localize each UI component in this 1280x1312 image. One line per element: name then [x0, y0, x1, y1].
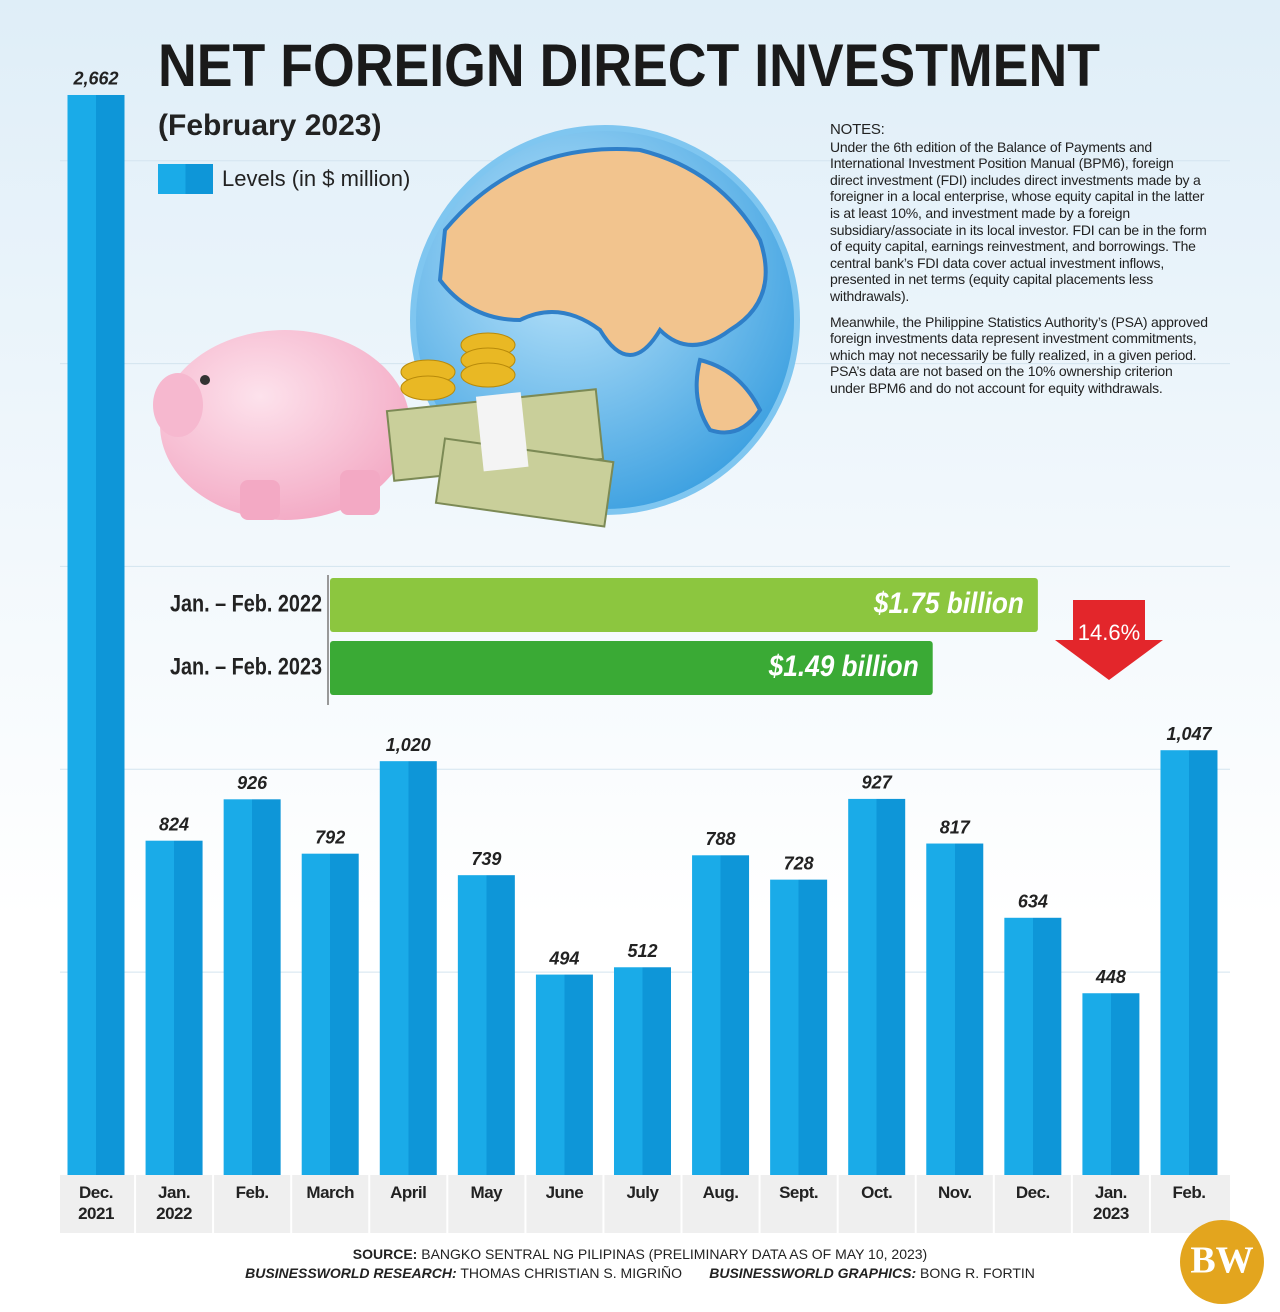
bar: [692, 855, 750, 1175]
bar: [330, 578, 1038, 632]
bar: [1004, 917, 1062, 1175]
bar: [1082, 993, 1140, 1175]
change-arrow: [1055, 600, 1163, 680]
notes-paragraph: Under the 6th edition of the Balance of …: [830, 138, 1207, 304]
value-label: 728: [784, 853, 814, 873]
x-tick-label: July: [626, 1183, 659, 1202]
value-label: 1,047: [1166, 724, 1212, 744]
value-label: 1,020: [386, 735, 431, 755]
bar: [379, 761, 437, 1175]
value-label: 788: [706, 829, 736, 849]
research-label: BUSINESSWORLD RESEARCH:: [245, 1265, 457, 1281]
bar: [848, 798, 906, 1175]
graphics-label: BUSINESSWORLD GRAPHICS:: [709, 1265, 917, 1281]
value-label: 739: [471, 849, 501, 869]
x-tick-label: Feb.: [1172, 1183, 1206, 1202]
value-label: 494: [548, 948, 579, 968]
x-tick-label: Jan. 2022: [156, 1183, 192, 1223]
notes-title: NOTES:: [830, 121, 885, 138]
change-annotation: 14.6%: [1078, 620, 1140, 645]
bar: [301, 853, 359, 1175]
x-tick-label: Aug.: [702, 1183, 739, 1202]
source-label: SOURCE:: [352, 1246, 418, 1262]
x-tick-label: Dec.: [1015, 1183, 1050, 1202]
x-tick-label: April: [390, 1183, 427, 1202]
legend-label: Levels (in $ million): [222, 166, 410, 191]
category-band: [60, 1175, 1230, 1233]
chart-title: NET FOREIGN DIRECT INVESTMENT: [158, 32, 1100, 99]
value-label: $1.49 billion: [768, 650, 919, 683]
bar: [926, 843, 984, 1175]
bar: [223, 799, 281, 1175]
value-label: $1.75 billion: [873, 587, 1024, 620]
notes: NOTES: Under the 6th edition of the Bala…: [830, 121, 1210, 406]
legend-swatch: [158, 164, 213, 194]
chart-subtitle: (February 2023): [158, 109, 381, 142]
bar: [330, 641, 933, 695]
value-label: 448: [1095, 967, 1126, 987]
illustration: [153, 125, 800, 528]
x-tick-label: May: [470, 1183, 503, 1202]
bar: [770, 879, 828, 1175]
category-label: Jan. – Feb. 2022: [170, 590, 322, 617]
bar: [1160, 750, 1218, 1175]
logo-text: BW: [1190, 1240, 1253, 1282]
logo: [1180, 1220, 1264, 1304]
x-tick-label: Sept.: [779, 1183, 819, 1202]
notes-paragraph: Meanwhile, the Philippine Statistics Aut…: [830, 313, 1208, 396]
x-tick-label: Nov.: [937, 1183, 972, 1202]
bar: [145, 840, 203, 1175]
value-label: 2,662: [72, 69, 118, 89]
x-tick-label: Dec. 2021: [78, 1183, 114, 1223]
bar: [67, 94, 125, 1176]
research: THOMAS CHRISTIAN S. MIGRIÑO: [460, 1265, 682, 1281]
bar: [613, 967, 671, 1175]
value-label: 927: [862, 773, 893, 793]
bar: [457, 875, 515, 1175]
value-label: 824: [159, 814, 189, 834]
x-tick-label: Jan. 2023: [1092, 1183, 1129, 1223]
value-label: 926: [237, 773, 268, 793]
bar: [535, 974, 593, 1175]
value-label: 634: [1018, 892, 1048, 912]
value-label: 792: [315, 827, 345, 847]
x-tick-label: June: [545, 1183, 584, 1202]
footer: SOURCE: BANGKO SENTRAL NG PILIPINAS (PRE…: [150, 1245, 1130, 1283]
category-label: Jan. – Feb. 2023: [170, 653, 322, 680]
x-tick-label: Oct.: [861, 1183, 893, 1202]
value-label: 817: [940, 817, 971, 837]
value-label: 512: [627, 941, 657, 961]
graphics: BONG R. FORTIN: [920, 1265, 1035, 1281]
x-tick-label: March: [306, 1183, 354, 1202]
x-tick-label: Feb.: [235, 1183, 269, 1202]
source: BANGKO SENTRAL NG PILIPINAS (PRELIMINARY…: [421, 1246, 928, 1262]
